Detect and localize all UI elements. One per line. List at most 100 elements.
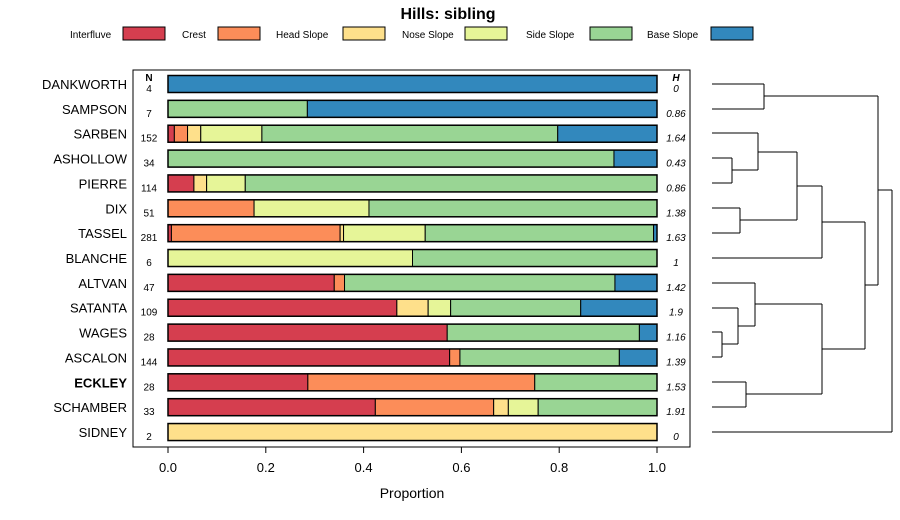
legend-swatch — [589, 26, 633, 41]
row-h-value: 0.43 — [666, 159, 686, 170]
dendro-branch — [712, 186, 865, 259]
bar-segment — [167, 249, 413, 268]
row-n-value: 33 — [143, 407, 155, 418]
x-axis: 0.0 0.2 0.4 0.6 0.8 1.0 — [159, 447, 666, 475]
bar-segment — [261, 124, 559, 143]
bar-segment — [580, 298, 658, 317]
x-tick-label: 0.8 — [550, 460, 568, 475]
row-n-value: 28 — [143, 333, 155, 344]
bar-segment — [557, 124, 658, 143]
bar-segment — [200, 124, 263, 143]
row-label: SARBEN — [74, 127, 127, 142]
bar-segment — [244, 174, 658, 193]
bar-segment — [193, 174, 208, 193]
legend-swatch — [122, 26, 166, 41]
legend-label: Base Slope — [647, 30, 699, 41]
bar-outline — [167, 373, 658, 392]
row-label: DANKWORTH — [42, 77, 127, 92]
bar-segment — [534, 373, 658, 392]
bar-segment — [374, 398, 495, 417]
row-h-value: 1.64 — [666, 134, 686, 145]
bar-outline — [167, 422, 658, 442]
row-label: PIERRE — [79, 176, 128, 191]
row-n-value: 28 — [143, 382, 155, 393]
row-label: TASSEL — [78, 226, 127, 241]
row-h-value: 1.63 — [666, 233, 686, 244]
bar-segment — [343, 224, 426, 243]
bar-segment — [459, 348, 620, 367]
bar-outline — [167, 124, 658, 143]
row-h-value: 1.91 — [666, 407, 685, 418]
bar-segment — [424, 224, 655, 243]
plot-border — [132, 69, 691, 448]
bar-outline — [167, 397, 658, 417]
bar-outline — [167, 298, 658, 317]
row-h-value: 1.39 — [666, 357, 686, 368]
row-n-value: 144 — [141, 357, 158, 368]
bar-segment — [396, 298, 429, 317]
bar-segment — [449, 348, 461, 367]
rows: DANKWORTH 4 0 SAMPSON 7 0.86 SARBEN 152 1.64 ASHO… — [42, 74, 686, 443]
bar-segment — [167, 124, 175, 143]
bar-segment — [173, 124, 189, 143]
row-n-value: 114 — [141, 183, 157, 194]
row-label: ASCALON — [65, 350, 127, 365]
bar-segment — [412, 249, 658, 268]
dendro-branch — [796, 152, 822, 220]
row-h-value: 1.16 — [666, 333, 686, 344]
row-h-value: 0 — [673, 84, 679, 95]
legend-swatch — [217, 26, 261, 41]
bar-segment — [507, 398, 539, 417]
row-label: ALTVAN — [78, 276, 127, 291]
dendrogram — [712, 83, 893, 433]
row-n-value: 7 — [146, 109, 152, 120]
chart-title: Hills: sibling — [400, 6, 495, 23]
bar-segment — [618, 348, 658, 367]
legend-swatch — [710, 26, 754, 41]
row-n-value: 4 — [146, 84, 152, 95]
bar-segment — [306, 99, 658, 118]
x-tick-label: 0.0 — [159, 460, 177, 475]
bar-outline — [167, 174, 658, 193]
legend-swatch — [342, 26, 386, 41]
row-h-value: 0 — [673, 432, 679, 443]
row-n-value: 109 — [141, 308, 158, 319]
bar-segment — [167, 398, 376, 417]
bar-segment — [253, 199, 370, 218]
bar-segment — [167, 199, 255, 218]
row-n-value: 6 — [146, 258, 152, 269]
bar-segment — [450, 298, 582, 317]
bar-segment — [167, 423, 658, 442]
bar-outline — [167, 348, 658, 367]
bar-segment — [307, 373, 536, 392]
row-n-value: 47 — [143, 283, 155, 294]
bar-outline — [167, 273, 658, 293]
row-label: SAMPSON — [62, 102, 127, 117]
dendro-branch — [712, 282, 822, 358]
row-label: SCHAMBER — [53, 400, 127, 415]
x-tick-label: 0.2 — [257, 460, 275, 475]
x-tick-label: 1.0 — [648, 460, 666, 475]
bar-outline — [167, 199, 658, 218]
row-n-value: 2 — [146, 432, 152, 443]
bar-segment — [613, 149, 658, 168]
bar-segment — [167, 373, 309, 392]
dendro-branch — [712, 96, 893, 433]
bar-segment — [167, 348, 451, 367]
legend-label: Nose Slope — [402, 30, 454, 41]
legend-label: Side Slope — [526, 30, 575, 41]
legend-label: Head Slope — [276, 30, 329, 41]
bar-segment — [446, 323, 640, 342]
legend-label: Interfluve — [70, 30, 112, 41]
bar-segment — [368, 199, 658, 218]
row-h-value: 1.42 — [666, 283, 686, 294]
legend: Interfluve Crest Head Slope Nose Slope Side … — [70, 26, 754, 41]
dendro-branch — [712, 132, 797, 184]
bar-segment — [187, 124, 202, 143]
n-header: N — [145, 73, 152, 84]
bar-segment — [167, 149, 615, 168]
bar-outline — [167, 149, 658, 168]
h-header: H — [672, 73, 680, 84]
